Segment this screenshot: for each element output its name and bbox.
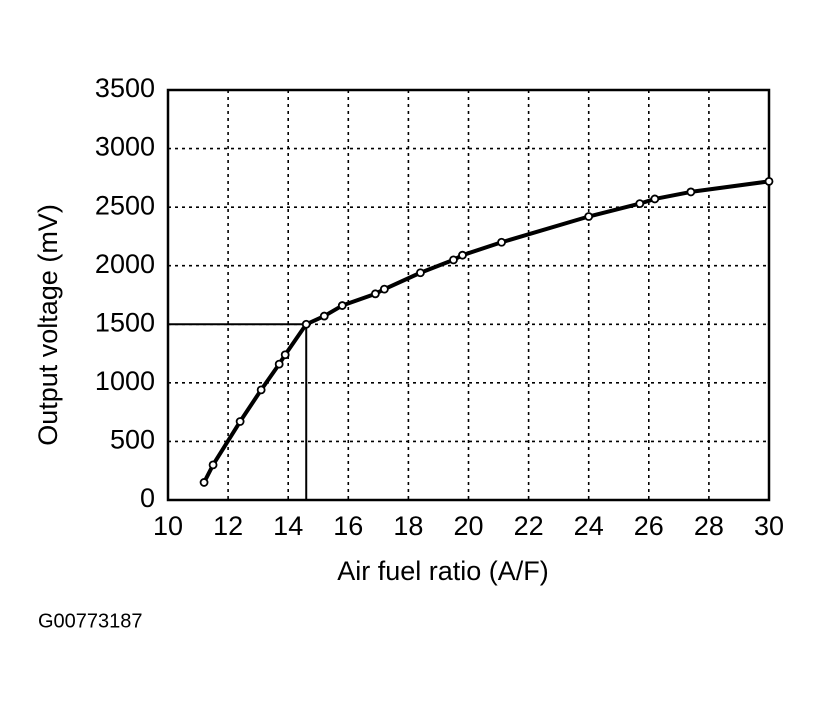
- y-axis-label: Output voltage (mV): [33, 204, 63, 446]
- data-point: [280, 350, 290, 360]
- data-point: [208, 460, 218, 470]
- data-point: [497, 237, 506, 247]
- y-tick-label: 3000: [95, 132, 155, 162]
- data-point: [764, 176, 774, 186]
- x-tick-label: 26: [634, 511, 664, 541]
- x-tick-label: 22: [514, 511, 544, 541]
- data-point: [274, 359, 284, 369]
- data-point: [301, 319, 311, 329]
- data-line: [202, 179, 770, 484]
- y-tick-label: 1000: [95, 366, 155, 396]
- x-axis-label: Air fuel ratio (A/F): [337, 556, 549, 586]
- data-point: [379, 284, 389, 294]
- data-point: [370, 289, 380, 299]
- x-tick-label: 24: [574, 511, 604, 541]
- plot-frame: [166, 88, 771, 502]
- y-tick-label: 3500: [95, 73, 155, 103]
- x-tick-label: 14: [273, 511, 303, 541]
- data-point: [235, 417, 245, 426]
- data-point: [458, 250, 467, 260]
- data-point: [319, 311, 329, 321]
- x-tick-label: 30: [754, 511, 784, 541]
- y-tick-label: 1500: [95, 307, 155, 337]
- y-tick-label: 0: [140, 483, 155, 513]
- y-tick-label: 2000: [95, 249, 155, 279]
- figure-id: G00773187: [38, 610, 143, 632]
- x-tick-label: 10: [153, 511, 183, 541]
- x-tick-label: 12: [213, 511, 243, 541]
- data-point: [337, 301, 347, 310]
- x-tick-label: 16: [333, 511, 363, 541]
- x-tick-label: 18: [393, 511, 423, 541]
- x-tick-label: 20: [453, 511, 483, 541]
- data-point: [416, 268, 425, 278]
- data-point: [584, 212, 594, 221]
- data-point: [199, 478, 209, 487]
- data-point: [449, 255, 458, 265]
- x-tick-label: 28: [694, 511, 724, 541]
- data-point: [650, 194, 660, 204]
- y-tick-label: 500: [110, 425, 155, 455]
- data-point: [256, 385, 266, 395]
- y-tick-label: 2500: [95, 190, 155, 220]
- data-point: [686, 187, 696, 197]
- data-point: [635, 199, 645, 209]
